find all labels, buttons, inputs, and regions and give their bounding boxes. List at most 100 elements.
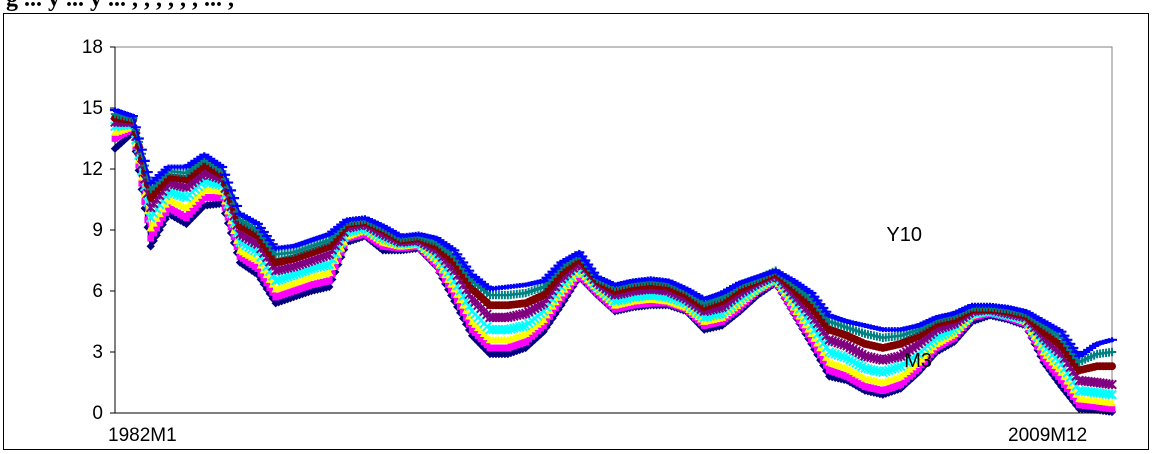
data-point — [269, 288, 277, 296]
data-point — [141, 198, 149, 205]
chart: 0 3 6 9 12 15 18 1982M1 2009M12 Y10 M3 — [82, 37, 1118, 446]
data-point — [539, 315, 548, 323]
data-point — [145, 212, 156, 223]
series-layer — [109, 107, 1118, 417]
data-point — [439, 271, 446, 279]
data-point — [264, 237, 275, 243]
data-point — [441, 276, 449, 284]
data-point — [233, 243, 241, 250]
data-point — [824, 347, 835, 357]
data-point — [282, 271, 293, 282]
data-point — [892, 362, 903, 373]
data-point — [1055, 373, 1062, 381]
data-point — [252, 221, 263, 227]
data-point — [276, 273, 287, 284]
data-point — [458, 260, 469, 266]
data-point — [550, 266, 561, 272]
data-point — [324, 259, 335, 270]
data-point — [877, 367, 888, 378]
data-point — [1107, 398, 1117, 407]
series-8 — [109, 107, 1118, 359]
data-point — [263, 279, 271, 287]
data-point — [325, 268, 334, 277]
data-point — [1068, 345, 1079, 351]
data-point — [815, 301, 826, 307]
data-point — [1049, 365, 1056, 373]
data-point — [147, 234, 155, 242]
data-point — [172, 189, 183, 200]
data-point — [796, 317, 803, 325]
data-point — [1056, 329, 1067, 335]
data-point — [261, 233, 272, 239]
data-point — [577, 253, 588, 259]
data-point — [589, 270, 600, 276]
y-tick-label: 18 — [82, 37, 103, 58]
data-point — [452, 251, 463, 257]
data-point — [1108, 362, 1116, 371]
data-point — [540, 322, 547, 329]
data-point — [544, 272, 555, 278]
data-point — [130, 124, 141, 130]
data-point — [152, 214, 161, 222]
data-point — [186, 211, 193, 218]
data-point — [331, 263, 339, 270]
data-point — [267, 241, 278, 247]
data-point — [334, 256, 342, 263]
data-point — [517, 321, 528, 332]
data-point — [183, 214, 190, 222]
data-point — [586, 266, 597, 272]
data-point — [220, 172, 231, 178]
data-point — [815, 333, 826, 344]
data-point — [159, 214, 166, 222]
data-point — [541, 275, 552, 281]
data-point — [464, 301, 475, 312]
data-point — [822, 353, 831, 361]
data-point — [1062, 337, 1073, 343]
data-point — [889, 363, 900, 374]
data-point — [461, 264, 472, 270]
y-tick-label: 9 — [92, 220, 103, 241]
data-point — [802, 326, 809, 334]
data-point — [1065, 341, 1076, 347]
annotation-y10: Y10 — [886, 224, 922, 246]
data-point — [819, 348, 828, 357]
data-point — [156, 219, 164, 227]
data-point — [539, 327, 548, 336]
data-point — [450, 291, 458, 299]
data-point — [572, 275, 580, 283]
data-point — [226, 187, 237, 193]
data-point — [197, 197, 205, 205]
data-point — [1061, 381, 1068, 388]
data-point — [150, 229, 158, 237]
data-point — [786, 298, 795, 306]
data-point — [1107, 379, 1117, 390]
x-axis: 1982M1 2009M12 — [108, 412, 1112, 446]
data-point — [583, 262, 594, 268]
data-point — [436, 266, 443, 274]
data-point — [217, 164, 228, 170]
data-point — [1106, 337, 1118, 343]
data-point — [257, 270, 265, 277]
data-point — [279, 272, 290, 283]
plot-area — [114, 46, 1113, 414]
data-point — [162, 209, 169, 217]
data-point — [1046, 362, 1053, 369]
data-point — [453, 297, 461, 305]
data-point — [146, 223, 155, 232]
data-point — [793, 312, 800, 320]
y-tick-label: 0 — [92, 403, 103, 424]
data-point — [1107, 347, 1117, 357]
data-point — [270, 275, 281, 286]
data-point — [139, 158, 150, 164]
data-point — [229, 195, 240, 201]
y-tick-label: 12 — [82, 159, 103, 180]
data-point — [464, 268, 475, 274]
data-point — [153, 224, 161, 232]
data-point — [886, 364, 897, 375]
data-point — [142, 169, 153, 175]
data-point — [915, 364, 922, 372]
data-point — [169, 188, 180, 199]
data-point — [1036, 342, 1045, 351]
data-point — [806, 290, 817, 296]
data-point — [1058, 377, 1065, 384]
